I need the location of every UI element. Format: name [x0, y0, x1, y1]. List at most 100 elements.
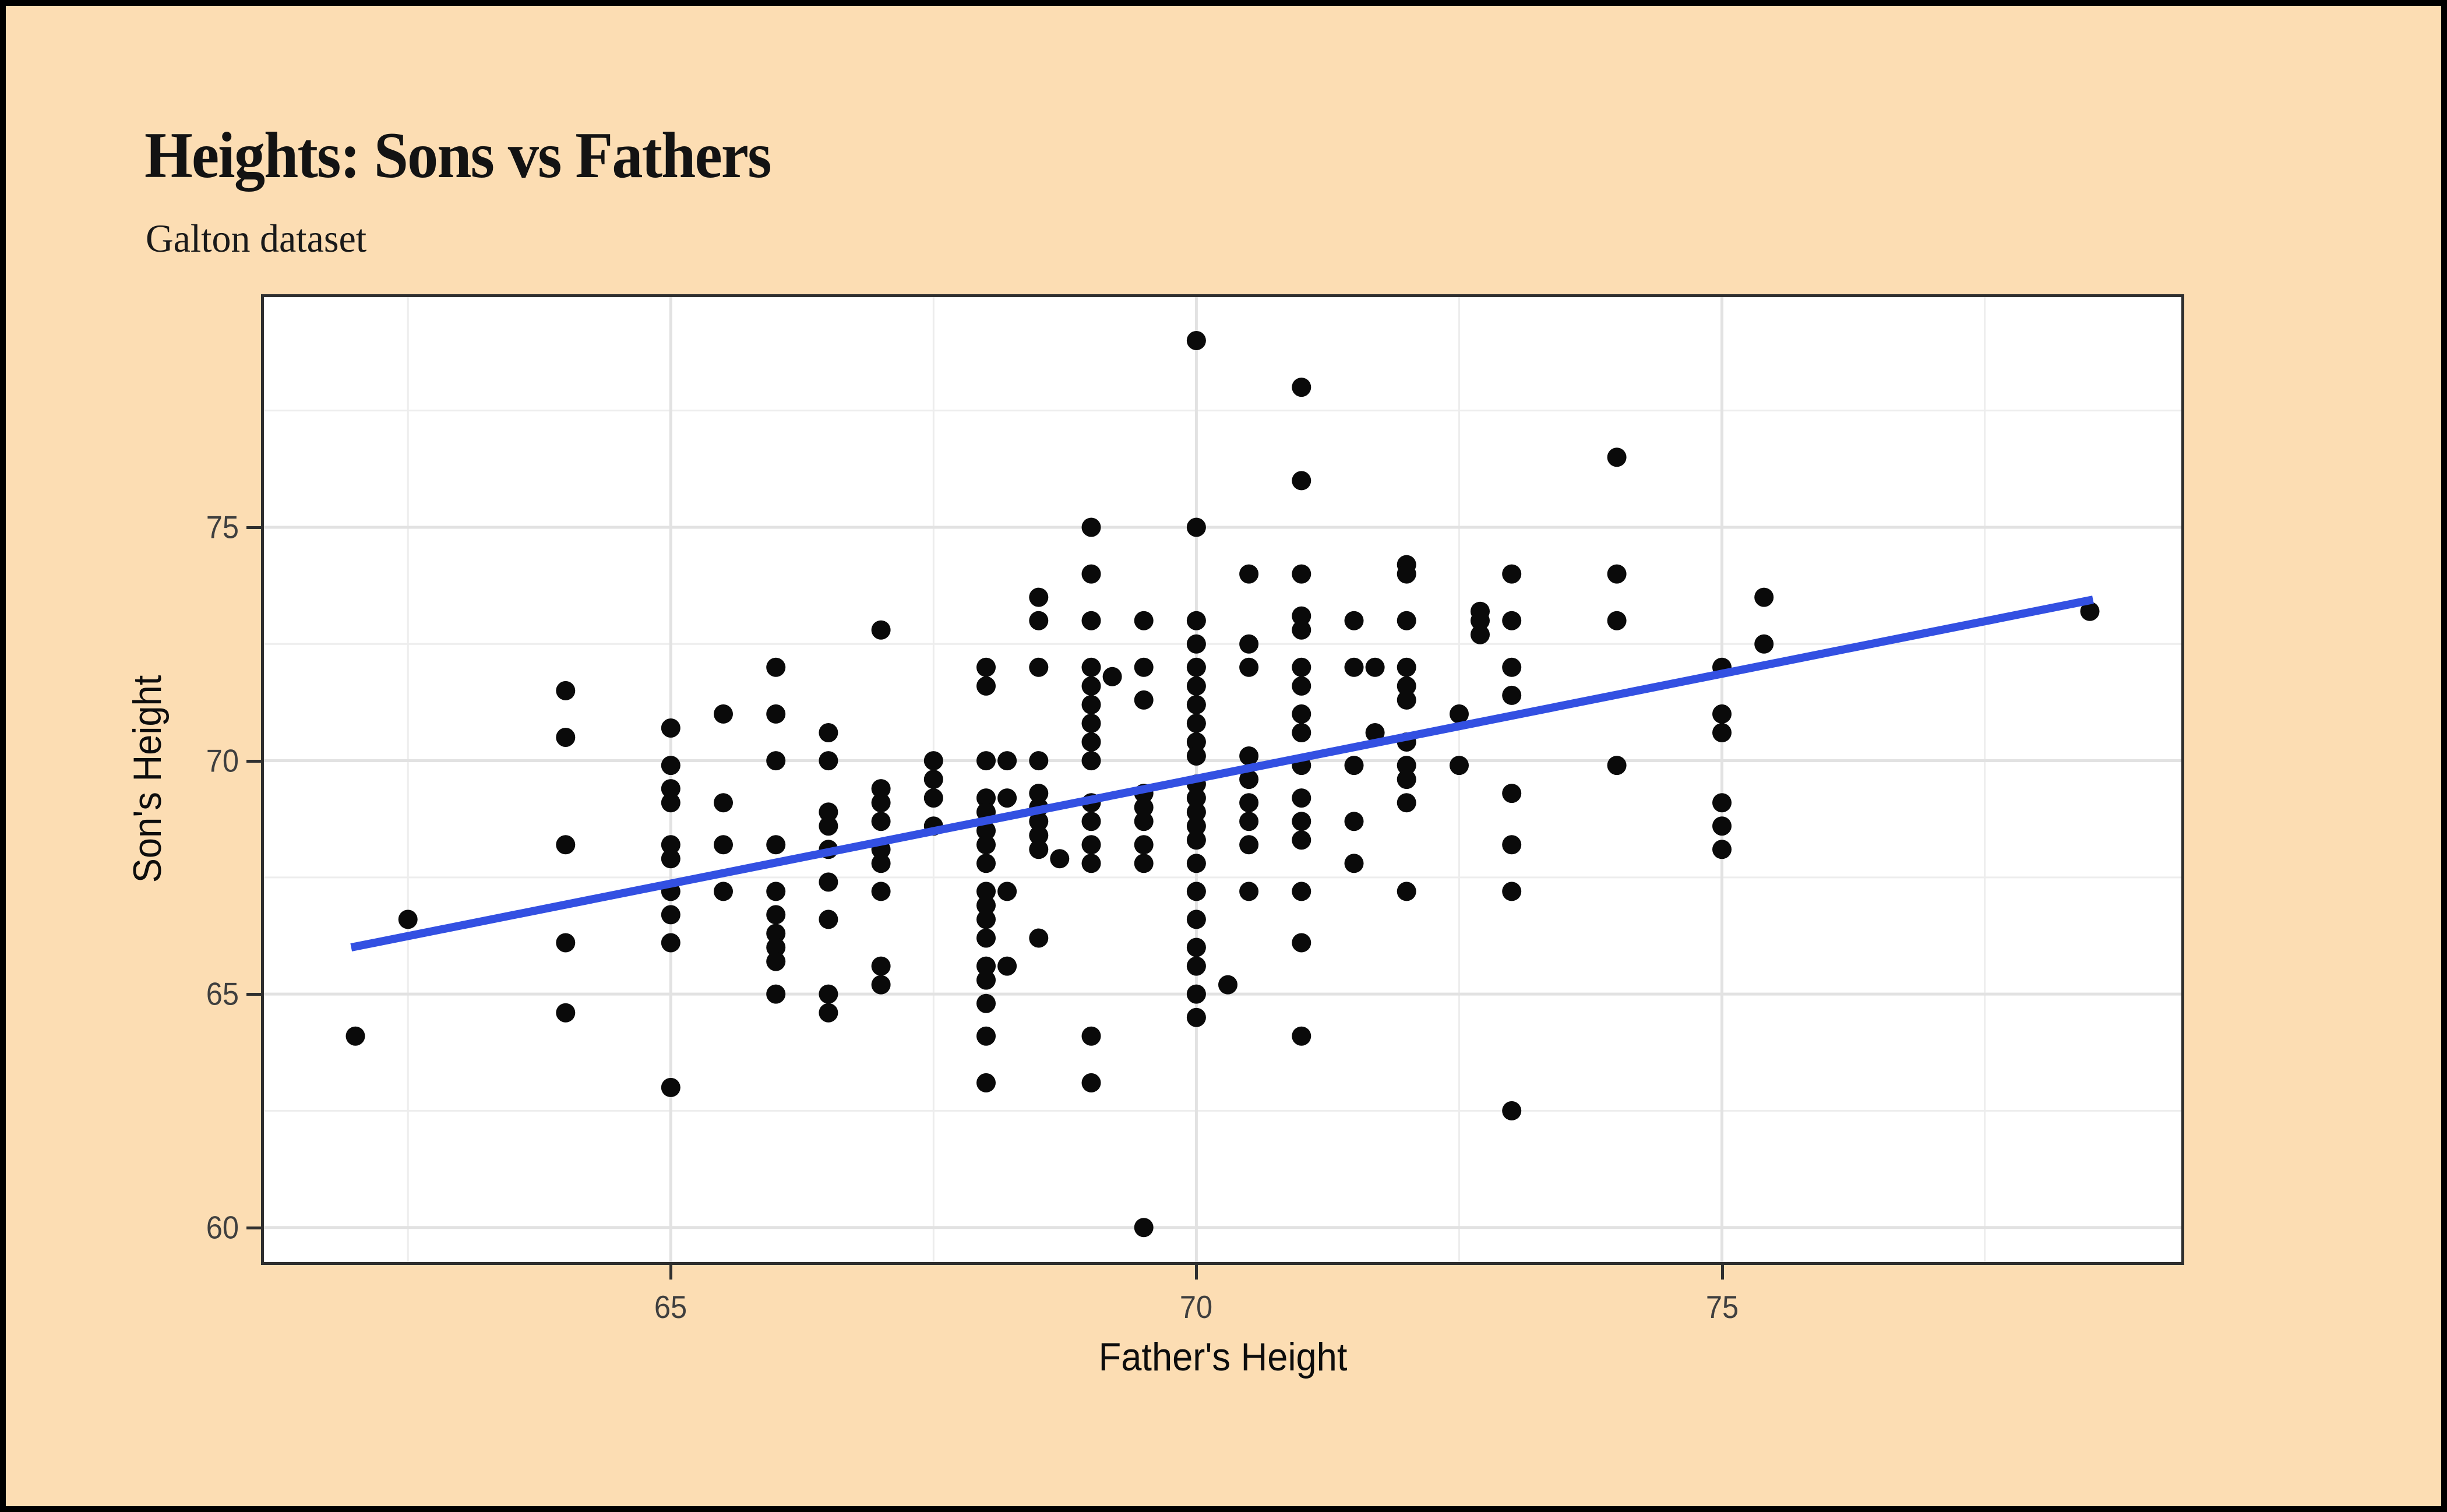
data-point — [1186, 331, 1206, 350]
data-point — [398, 910, 418, 929]
data-point — [1186, 816, 1206, 836]
data-point — [1186, 802, 1206, 822]
data-point — [345, 1026, 365, 1046]
data-point — [1186, 746, 1206, 766]
data-point — [1239, 835, 1259, 855]
data-point — [871, 956, 891, 976]
data-point — [766, 882, 786, 901]
data-point — [1344, 756, 1364, 776]
data-point — [819, 751, 838, 771]
data-point — [1239, 657, 1259, 677]
data-point — [1712, 816, 1732, 836]
data-point — [1365, 657, 1385, 677]
data-point — [1292, 723, 1311, 742]
data-point — [1292, 788, 1311, 808]
data-point — [1712, 793, 1732, 813]
y-tick-label-60: 60 — [206, 1209, 239, 1246]
data-point — [1397, 690, 1416, 710]
data-point — [819, 723, 838, 742]
data-point — [1081, 611, 1101, 630]
data-point — [976, 882, 996, 901]
data-point — [556, 681, 576, 700]
data-point — [1607, 611, 1627, 630]
data-point — [819, 910, 838, 929]
x-tick-mark-75 — [1721, 1263, 1724, 1280]
data-point — [1186, 788, 1206, 808]
data-point — [976, 993, 996, 1013]
data-point — [1186, 517, 1206, 537]
data-point — [766, 657, 786, 677]
data-point — [1081, 812, 1101, 831]
data-point — [661, 1077, 680, 1097]
data-point — [871, 975, 891, 995]
y-tick-label-70: 70 — [206, 742, 239, 779]
data-point — [1292, 564, 1311, 584]
data-point — [1239, 882, 1259, 901]
data-point — [1029, 812, 1049, 831]
data-point — [1397, 657, 1416, 677]
data-point — [556, 835, 576, 855]
data-point — [766, 704, 786, 724]
data-point — [1239, 746, 1259, 766]
data-point — [1397, 564, 1416, 584]
data-point — [766, 751, 786, 771]
data-point — [661, 793, 680, 813]
data-point — [766, 937, 786, 957]
data-point — [1186, 695, 1206, 714]
data-point — [1081, 1026, 1101, 1046]
data-point — [661, 905, 680, 925]
data-point — [1344, 657, 1364, 677]
data-point — [2080, 601, 2100, 621]
data-point — [1081, 657, 1101, 677]
data-point — [997, 882, 1017, 901]
data-point — [1397, 770, 1416, 790]
data-point — [1292, 676, 1311, 696]
data-point — [1344, 854, 1364, 873]
data-point — [1134, 1218, 1154, 1238]
y-tick-mark-65 — [246, 993, 263, 996]
x-tick-mark-65 — [669, 1263, 672, 1280]
data-point — [1050, 849, 1070, 869]
data-point — [1397, 676, 1416, 696]
data-point — [1344, 611, 1364, 630]
data-point — [1081, 835, 1101, 855]
data-point — [1712, 704, 1732, 724]
data-point — [1292, 657, 1311, 677]
data-point — [1186, 956, 1206, 976]
data-point — [766, 905, 786, 925]
data-point — [661, 718, 680, 738]
data-point — [661, 933, 680, 953]
data-point — [923, 751, 943, 771]
data-point — [1502, 882, 1522, 901]
data-point — [976, 854, 996, 873]
data-point — [1134, 798, 1154, 817]
x-tick-label-65: 65 — [654, 1289, 687, 1325]
x-tick-label-70: 70 — [1179, 1289, 1213, 1325]
data-point — [1186, 611, 1206, 630]
chart-title: Heights: Sons vs Fathers — [144, 119, 772, 192]
data-point — [1292, 471, 1311, 491]
data-point — [976, 657, 996, 677]
data-point — [1712, 840, 1732, 859]
data-point — [976, 676, 996, 696]
data-point — [661, 835, 680, 855]
data-point — [1365, 723, 1385, 742]
data-point — [766, 951, 786, 971]
data-point — [871, 882, 891, 901]
data-point — [714, 835, 733, 855]
plot-panel — [261, 294, 2184, 1265]
data-point — [976, 1073, 996, 1092]
data-point — [1239, 634, 1259, 654]
data-point — [1029, 840, 1049, 859]
data-point — [1186, 732, 1206, 752]
data-point — [1029, 611, 1049, 630]
data-point — [1239, 770, 1259, 790]
data-point — [661, 779, 680, 799]
y-tick-mark-70 — [246, 760, 263, 763]
y-axis-title: Son's Height — [125, 675, 170, 883]
data-point — [997, 788, 1017, 808]
data-point — [1081, 751, 1101, 771]
x-axis-title: Father's Height — [1098, 1335, 1348, 1379]
scatter-plot — [264, 297, 2181, 1262]
data-point — [1292, 830, 1311, 850]
